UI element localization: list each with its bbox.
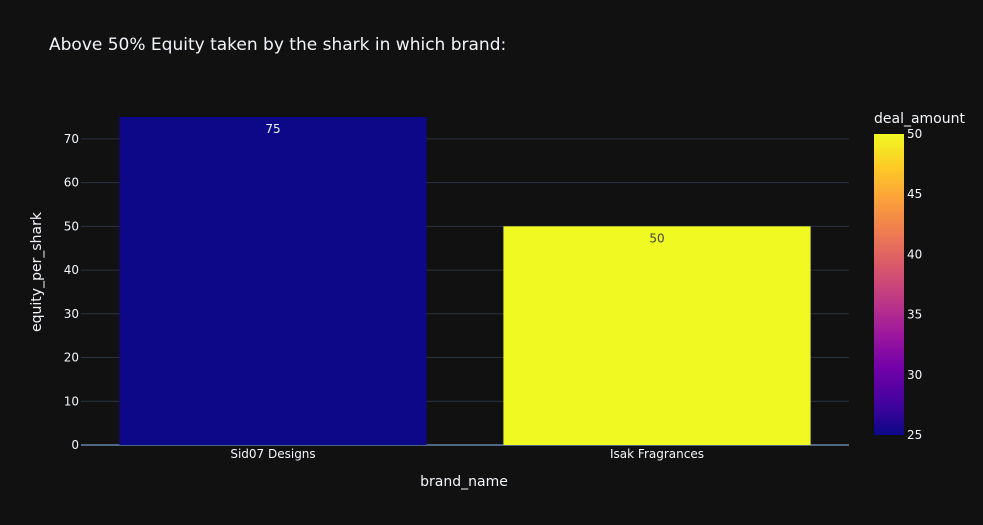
bar[interactable] (503, 226, 811, 445)
colorbar: deal_amount 25 30 35 40 45 50 (874, 111, 965, 442)
x-axis-title: brand_name (420, 474, 508, 490)
colorbar-tick-label: 35 (907, 308, 922, 322)
colorbar-title: deal_amount (874, 111, 965, 127)
bar-value-label: 50 (649, 231, 664, 245)
y-tick-label: 20 (64, 351, 79, 365)
y-axis-title: equity_per_shark (29, 211, 45, 332)
colorbar-tick-label: 45 (907, 187, 922, 201)
colorbar-gradient (874, 134, 904, 435)
chart-title: Above 50% Equity taken by the shark in w… (49, 35, 506, 55)
bar-value-label: 75 (265, 122, 280, 136)
colorbar-tick-label: 40 (907, 247, 922, 261)
y-tick-label: 50 (64, 219, 79, 233)
colorbar-tick-label: 25 (907, 428, 922, 442)
bar[interactable] (119, 117, 427, 445)
y-tick-label: 0 (71, 438, 79, 452)
x-tick-label: Sid07 Designs (230, 447, 315, 461)
x-axis-ticks: Sid07 Designs Isak Fragrances (230, 447, 704, 461)
colorbar-ticks: 25 30 35 40 45 50 (907, 127, 922, 442)
y-axis-ticks: 0 10 20 30 40 50 60 70 (64, 132, 79, 452)
bars: 75 50 (119, 117, 811, 445)
y-tick-label: 70 (64, 132, 79, 146)
colorbar-tick-label: 30 (907, 368, 922, 382)
y-tick-label: 10 (64, 394, 79, 408)
y-tick-label: 30 (64, 307, 79, 321)
x-tick-label: Isak Fragrances (610, 447, 704, 461)
y-tick-label: 60 (64, 176, 79, 190)
y-tick-label: 40 (64, 263, 79, 277)
colorbar-tick-label: 50 (907, 127, 922, 141)
